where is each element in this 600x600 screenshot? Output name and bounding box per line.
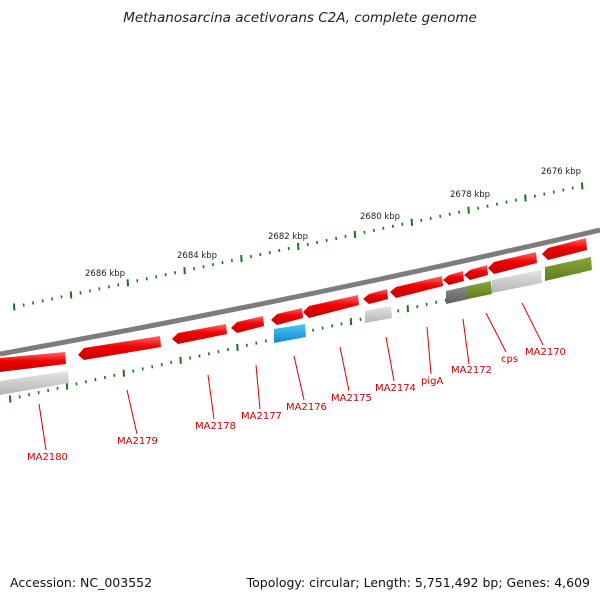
leader-ma2172 — [462, 318, 470, 365]
gene-labels: MA2180 MA2179 MA2178 MA2177 MA2176 MA217… — [27, 347, 566, 463]
leader-ma2176 — [293, 355, 305, 401]
leader-ma2177 — [255, 364, 261, 410]
gene-label-ma2180[interactable]: MA2180 — [27, 452, 68, 463]
scale-ticks-upper — [13, 182, 584, 311]
scale-label-2676: 2676 kbp — [541, 167, 581, 177]
gene-label-cps[interactable]: cps — [501, 354, 518, 365]
gene-arrow-ma2176[interactable] — [271, 308, 303, 325]
feature-block-ma2174[interactable] — [365, 306, 392, 323]
scale-label-2684: 2684 kbp — [177, 251, 217, 261]
gene-arrow-ma2170[interactable] — [488, 252, 537, 274]
leader-ma2179 — [126, 389, 138, 435]
feature-block-ma2180[interactable] — [0, 371, 69, 395]
feature-block-cps[interactable] — [468, 281, 492, 299]
gene-arrow-ma2177[interactable] — [231, 316, 264, 333]
gene-arrow-extra[interactable] — [542, 238, 587, 260]
scale-label-2686: 2686 kbp — [85, 269, 125, 279]
gene-arrow-ma2174[interactable] — [363, 289, 388, 304]
gene-label-ma2176[interactable]: MA2176 — [286, 402, 327, 413]
scale-label-2682: 2682 kbp — [268, 232, 308, 242]
leader-ma2170 — [521, 302, 544, 346]
genome-summary-text: Topology: circular; Length: 5,751,492 bp… — [246, 575, 590, 590]
gene-label-ma2170[interactable]: MA2170 — [525, 347, 566, 358]
feature-block-extra[interactable] — [545, 257, 592, 281]
gene-label-ma2179[interactable]: MA2179 — [117, 436, 158, 447]
leader-cps — [485, 312, 507, 353]
gene-arrow-ma2178[interactable] — [172, 324, 227, 344]
leader-ma2180 — [38, 403, 47, 451]
genome-backbone — [0, 227, 600, 357]
leader-ma2175 — [339, 346, 350, 392]
scale-label-2680: 2680 kbp — [360, 212, 400, 222]
accession-text: Accession: NC_003552 — [10, 575, 153, 590]
leader-ma2174 — [385, 336, 395, 382]
diagram-title: Methanosarcina acetivorans C2A, complete… — [123, 10, 477, 26]
gene-leader-lines — [38, 302, 544, 451]
gene-label-ma2172[interactable]: MA2172 — [451, 365, 492, 376]
leader-piga — [426, 326, 432, 375]
feature-track-lower — [0, 257, 592, 395]
gene-arrow-cps[interactable] — [464, 265, 488, 280]
gene-arrow-ma2180[interactable] — [0, 352, 66, 372]
gene-arrow-ma2172[interactable] — [443, 271, 464, 285]
feature-block-ma2176[interactable] — [274, 324, 306, 343]
gene-arrow-piga[interactable] — [390, 276, 443, 298]
gene-label-ma2175[interactable]: MA2175 — [331, 393, 372, 404]
gene-label-ma2174[interactable]: MA2174 — [375, 383, 416, 394]
gene-arrow-ma2179[interactable] — [78, 336, 161, 360]
gene-track-upper — [0, 238, 587, 372]
leader-ma2178 — [207, 374, 215, 420]
gene-label-ma2178[interactable]: MA2178 — [195, 421, 236, 432]
scale-label-2678: 2678 kbp — [450, 190, 490, 200]
feature-block-ma2172[interactable] — [446, 286, 469, 304]
gene-arrow-ma2175[interactable] — [303, 295, 359, 318]
gene-label-piga[interactable]: pigA — [421, 376, 443, 387]
feature-block-ma2170[interactable] — [492, 270, 542, 293]
gene-label-ma2177[interactable]: MA2177 — [241, 411, 282, 422]
